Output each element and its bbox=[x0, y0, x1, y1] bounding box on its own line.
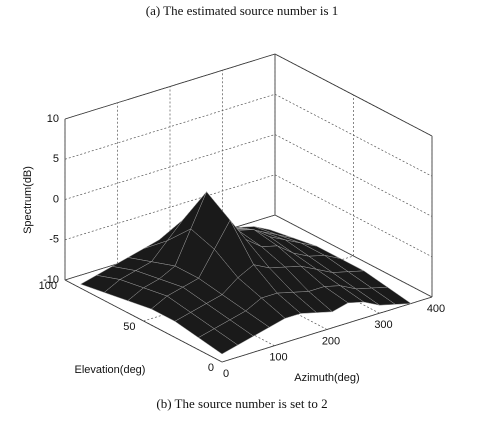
x-tick-label: 200 bbox=[322, 335, 340, 347]
x-axis-label: Azimuth(deg) bbox=[294, 372, 359, 384]
caption-top: (a) The estimated source number is 1 bbox=[146, 3, 339, 18]
z-tick-label: -5 bbox=[49, 234, 59, 246]
x-tick-label: 300 bbox=[374, 319, 392, 331]
y-axis-label: Elevation(deg) bbox=[75, 364, 146, 376]
z-tick-label: 5 bbox=[53, 153, 59, 165]
surface-patch bbox=[197, 328, 239, 355]
x-tick-label: 400 bbox=[427, 303, 445, 315]
z-tick-label: 0 bbox=[53, 193, 59, 205]
z-axis-label: Spectrum(dB) bbox=[22, 166, 34, 234]
x-tick-label: 0 bbox=[223, 368, 229, 380]
x-tick-label: 100 bbox=[269, 352, 287, 364]
z-tick-label: 10 bbox=[47, 113, 59, 125]
y-tick-label: 0 bbox=[208, 362, 214, 374]
grid-line bbox=[221, 296, 433, 363]
y-tick-label: 100 bbox=[39, 280, 57, 292]
z-tick-label: -10 bbox=[43, 274, 59, 286]
caption-bottom: (b) The source number is set to 2 bbox=[156, 396, 327, 411]
y-tick-label: 50 bbox=[123, 321, 135, 333]
